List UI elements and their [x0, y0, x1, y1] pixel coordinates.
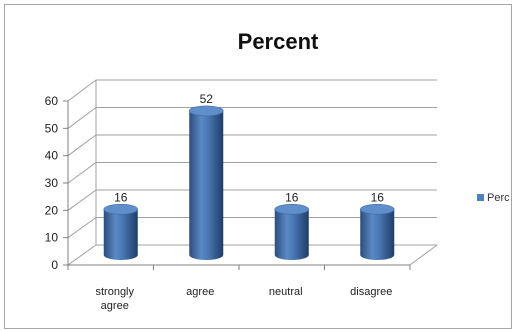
- gridline-side: [67, 107, 97, 129]
- y-tick-label: 0: [51, 258, 58, 272]
- x-tick-label: disagree: [350, 286, 392, 298]
- y-tick-label: 40: [45, 149, 59, 163]
- x-tick-label: agree: [186, 286, 214, 298]
- legend: Perc: [477, 192, 510, 204]
- bar-2: [188, 105, 224, 260]
- bar-4: [359, 203, 395, 260]
- gridline-side: [67, 217, 97, 239]
- bar-top: [274, 203, 310, 215]
- y-tick-label: 50: [45, 121, 59, 135]
- data-label: 52: [200, 92, 214, 106]
- gridline-side: [67, 244, 97, 266]
- y-tick-label: 30: [45, 176, 59, 190]
- bar-body: [360, 209, 395, 260]
- bar-body: [103, 209, 138, 260]
- bar-3: [274, 203, 310, 260]
- gridline-side: [67, 79, 97, 102]
- bar-body: [189, 110, 224, 260]
- y-tick-label: 10: [45, 231, 59, 245]
- data-label: 16: [114, 190, 128, 204]
- x-tick-label: strongly agree: [95, 286, 134, 312]
- x-tick-label: neutral: [269, 286, 303, 298]
- legend-swatch: [477, 194, 484, 201]
- bar-body: [274, 209, 309, 260]
- data-label: 16: [285, 190, 299, 204]
- y-tick-label: 60: [45, 94, 59, 108]
- plot-area: 0 10 20 30 40 50 60 16 52 16 16 strongly agree agree n…: [45, 79, 438, 312]
- data-label: 16: [371, 190, 385, 204]
- bar-top: [103, 203, 139, 215]
- gridline-side: [67, 189, 97, 211]
- gridline-side: [67, 162, 97, 184]
- chart-title: Percent: [238, 29, 319, 54]
- y-tick-label: 20: [45, 203, 59, 217]
- bar-top: [359, 203, 395, 215]
- chart-frame: [4, 4, 512, 329]
- gridline-side: [67, 134, 97, 157]
- bar-top: [188, 105, 224, 117]
- floor-edge: [409, 244, 438, 266]
- bar-1: [103, 203, 139, 260]
- legend-entry-label: Perc: [487, 192, 510, 204]
